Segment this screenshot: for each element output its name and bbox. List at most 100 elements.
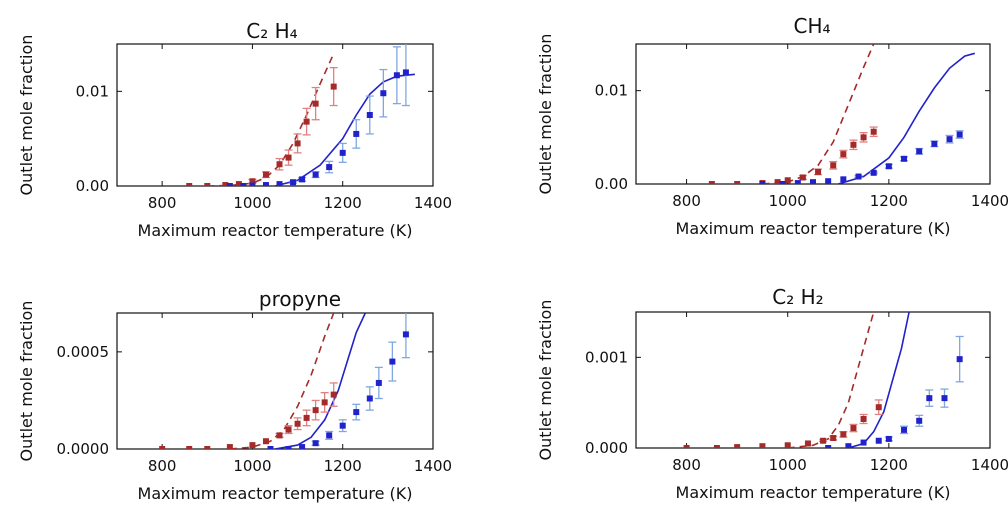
chart-panel-2: CH₄ 800 1000 1200 1400 0.00 0.01 Maximum reacto… xyxy=(536,14,1008,238)
red-data-point xyxy=(294,420,301,427)
plot-frame xyxy=(635,43,991,185)
red-data-point xyxy=(330,391,337,398)
red-data-point xyxy=(830,162,837,169)
red-data-point xyxy=(840,151,847,158)
x-tick-label: 800 xyxy=(672,192,701,210)
chart-panel-4: C₂ H₂ 800 1000 1200 1400 0.000 0.001 Maximum re… xyxy=(536,285,1008,502)
blue-data-point xyxy=(339,422,346,429)
red-data-point xyxy=(285,426,292,433)
red-data-point xyxy=(303,414,310,421)
x-tick-label: 1000 xyxy=(769,192,807,210)
red-data-point xyxy=(734,444,741,448)
blue-data-point xyxy=(299,176,306,183)
blue-data-point xyxy=(825,178,832,184)
y-tick-label: 0.00 xyxy=(76,177,109,195)
red-data-point xyxy=(713,445,720,448)
blue-data-point xyxy=(312,171,319,178)
blue-data-point xyxy=(366,395,373,402)
blue-data-point xyxy=(276,181,283,186)
blue-data-point xyxy=(366,112,373,118)
red-data-point xyxy=(276,161,283,168)
red-data-point xyxy=(186,183,193,186)
blue-data-point xyxy=(779,181,786,184)
blue-data-point xyxy=(901,426,908,433)
x-tick-label: 1000 xyxy=(233,457,271,475)
x-tick-label: 1400 xyxy=(414,457,452,475)
red-data-point xyxy=(815,168,822,175)
y-tick-label: 0.000 xyxy=(585,439,628,457)
y-tick-label: 0.001 xyxy=(585,348,628,366)
x-tick-label: 800 xyxy=(148,457,177,475)
blue-data-point xyxy=(956,131,963,138)
red-data-point xyxy=(204,183,211,186)
blue-data-point xyxy=(353,130,360,137)
x-tick-label: 1200 xyxy=(870,192,908,210)
blue-data-point xyxy=(262,182,269,186)
x-tick-label: 1000 xyxy=(769,456,807,474)
blue-data-point xyxy=(393,72,400,79)
blue-data-point xyxy=(926,395,933,402)
red-data-point xyxy=(860,415,867,422)
blue-data-point xyxy=(794,180,801,184)
blue-solid-curve xyxy=(274,313,367,449)
y-tick-label: 0.01 xyxy=(595,82,628,100)
blue-data-point xyxy=(267,446,274,449)
blue-data-point xyxy=(389,358,396,365)
x-axis-label: Maximum reactor temperature (K) xyxy=(138,221,413,240)
x-axis-label: Maximum reactor temperature (K) xyxy=(138,484,413,503)
chart-panel-3: propyne 800 1000 1200 1400 0.0000 0.0005 Maximu… xyxy=(17,287,452,503)
x-tick-label: 1000 xyxy=(233,194,271,212)
x-tick-label: 800 xyxy=(672,456,701,474)
x-tick-label: 1200 xyxy=(324,194,362,212)
blue-data-point xyxy=(916,417,923,424)
plot-area xyxy=(683,312,964,448)
red-data-point xyxy=(186,446,193,449)
red-data-point xyxy=(774,179,781,184)
x-tick-label: 800 xyxy=(148,194,177,212)
plot-frame xyxy=(635,311,991,449)
red-data-point xyxy=(734,181,741,184)
blue-data-point xyxy=(299,444,306,449)
blue-data-point xyxy=(825,445,832,448)
blue-data-point xyxy=(226,183,233,186)
blue-data-point xyxy=(941,395,948,402)
red-data-point xyxy=(262,438,269,445)
blue-solid-curve xyxy=(274,73,415,186)
blue-data-point xyxy=(290,179,297,186)
chart-title: propyne xyxy=(259,287,341,311)
blue-data-point xyxy=(312,440,319,447)
blue-data-point xyxy=(759,181,766,184)
blue-data-point xyxy=(885,163,892,170)
chart-title: CH₄ xyxy=(793,14,830,38)
blue-data-point xyxy=(810,179,816,184)
plot-frame xyxy=(116,43,434,187)
y-tick-label: 0.0005 xyxy=(57,343,110,361)
blue-solid-curve xyxy=(848,312,910,448)
red-data-point xyxy=(222,182,229,186)
red-data-point xyxy=(830,435,837,442)
y-tick-label: 0.0000 xyxy=(57,440,110,458)
blue-solid-curve xyxy=(838,52,976,184)
blue-data-point xyxy=(840,176,847,183)
red-data-point xyxy=(799,174,806,181)
x-tick-label: 1400 xyxy=(971,456,1008,474)
x-tick-label: 1200 xyxy=(324,457,362,475)
x-axis-label: Maximum reactor temperature (K) xyxy=(676,219,951,238)
red-data-point xyxy=(285,154,292,161)
red-data-point xyxy=(159,446,166,449)
red-data-point xyxy=(303,118,310,125)
x-tick-label: 1400 xyxy=(414,194,452,212)
chart-panel-1: C₂ H₄ 800 1000 1200 1400 0.00 0.01 Maximum reac… xyxy=(17,19,452,240)
red-data-point xyxy=(708,181,715,184)
red-data-point xyxy=(330,83,337,90)
blue-data-point xyxy=(885,435,892,442)
red-data-point xyxy=(875,404,882,411)
blue-data-point xyxy=(860,439,867,446)
red-data-point xyxy=(312,407,319,414)
red-dashed-curve xyxy=(762,44,875,184)
plot-area xyxy=(159,313,410,449)
red-data-point xyxy=(759,443,766,448)
blue-data-point xyxy=(339,149,346,156)
blue-data-point xyxy=(931,140,938,147)
red-data-point xyxy=(683,445,690,448)
